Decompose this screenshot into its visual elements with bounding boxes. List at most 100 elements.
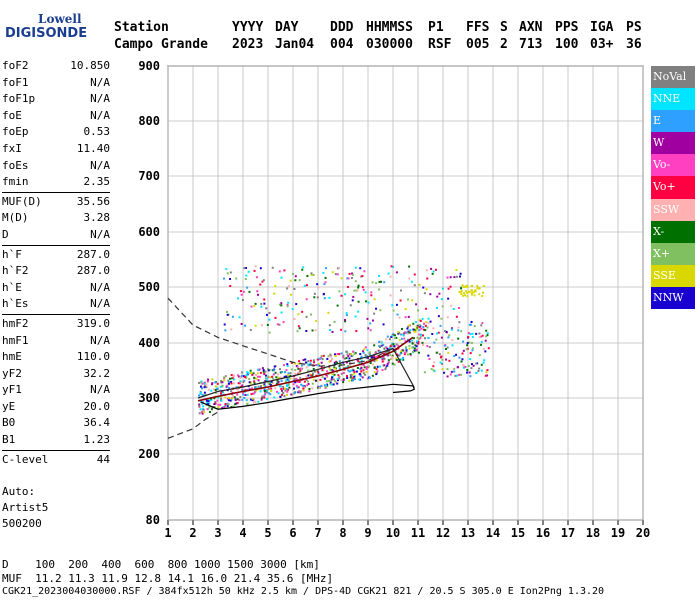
echo-point: [414, 330, 417, 333]
echo-point: [473, 290, 476, 293]
echo-point: [449, 276, 452, 279]
echo-point: [375, 373, 378, 376]
echo-point: [443, 344, 446, 347]
echo-point: [259, 385, 262, 388]
echo-point: [418, 329, 421, 332]
echo-point: [277, 373, 280, 376]
echo-point: [373, 344, 376, 347]
echo-point: [447, 336, 450, 339]
echo-point: [387, 359, 390, 362]
echo-point: [260, 302, 263, 305]
echo-point: [403, 351, 406, 354]
param-value: 36.4: [83, 416, 111, 430]
echo-point: [246, 371, 249, 374]
header-label-s: S: [500, 20, 508, 35]
echo-point: [334, 355, 337, 358]
param-value: N/A: [90, 108, 110, 122]
echo-point: [484, 339, 487, 342]
param-value: 11.40: [76, 141, 110, 155]
echo-point: [229, 277, 232, 280]
echo-point: [360, 355, 363, 358]
echo-point: [207, 400, 210, 403]
echo-point: [230, 390, 233, 393]
echo-point: [279, 368, 282, 371]
echo-point: [238, 385, 241, 388]
echo-point: [280, 389, 283, 392]
echo-point: [470, 363, 473, 366]
echo-point: [389, 345, 392, 348]
echo-point: [381, 358, 384, 361]
header-label-station: Station: [114, 20, 169, 35]
echo-point: [384, 366, 387, 369]
echo-point: [352, 376, 355, 379]
y-tick-label: 500: [138, 280, 160, 294]
echo-point: [405, 346, 408, 349]
echo-point: [422, 286, 425, 289]
echo-point: [367, 356, 370, 359]
echo-point: [452, 307, 455, 310]
echo-point: [467, 332, 470, 335]
param-name: yF1: [2, 383, 22, 397]
ionogram-chart: 1 2 3 4 5 6 7 8 9 10 11 12 13 14 15 16 17 18 19 20802003004…: [138, 59, 650, 540]
echo-point: [363, 348, 366, 351]
echo-point: [470, 293, 473, 296]
echo-point: [350, 276, 353, 279]
param-row: B0 36.4: [2, 415, 110, 432]
echo-point: [338, 290, 341, 293]
param-row: foF1 N/A: [2, 75, 110, 92]
echo-point: [294, 369, 297, 372]
echo-point: [213, 403, 216, 406]
echo-point: [214, 388, 217, 391]
echo-point: [237, 374, 240, 377]
echo-point: [263, 302, 266, 305]
echo-point: [416, 324, 419, 327]
echo-point: [325, 380, 328, 383]
echo-point: [386, 354, 389, 357]
echo-point: [342, 356, 345, 359]
echo-point: [369, 329, 372, 332]
echo-point: [245, 375, 248, 378]
header-pps: 100: [555, 37, 579, 52]
echo-point: [379, 350, 382, 353]
echo-point: [376, 355, 379, 358]
echo-point: [437, 315, 440, 318]
echo-point: [283, 394, 286, 397]
echo-point: [248, 377, 251, 380]
echo-point: [394, 337, 397, 340]
echo-point: [307, 360, 310, 363]
echo-point: [309, 359, 312, 362]
echo-point: [441, 305, 444, 308]
param-row: M(D) 3.28: [2, 210, 110, 227]
echo-point: [382, 343, 385, 346]
echo-point: [287, 285, 290, 288]
echo-point: [287, 379, 290, 382]
x-tick-label: 7: [314, 526, 321, 540]
echo-point: [459, 290, 462, 293]
echo-point: [269, 384, 272, 387]
echo-point: [346, 277, 349, 280]
echo-point: [236, 393, 239, 396]
echo-point: [400, 337, 403, 340]
echo-point: [377, 355, 380, 358]
echo-point: [448, 359, 451, 362]
echo-point: [432, 327, 435, 330]
echo-point: [331, 330, 334, 333]
echo-point: [250, 305, 253, 308]
trace-fit-line: [197, 336, 414, 402]
echo-point: [328, 360, 331, 363]
echo-point: [412, 322, 415, 325]
x-tick-label: 16: [536, 526, 550, 540]
echo-point: [219, 385, 222, 388]
echo-point: [328, 296, 331, 299]
echo-point: [373, 356, 376, 359]
echo-point: [318, 373, 321, 376]
echo-point: [408, 324, 411, 327]
echo-point: [320, 385, 323, 388]
echo-point: [262, 369, 265, 372]
echo-point: [268, 318, 271, 321]
param-row: C-level 44: [2, 452, 110, 469]
param-row: foEs N/A: [2, 158, 110, 175]
echo-point: [466, 292, 469, 295]
echo-point: [471, 342, 474, 345]
echo-point: [324, 276, 327, 279]
